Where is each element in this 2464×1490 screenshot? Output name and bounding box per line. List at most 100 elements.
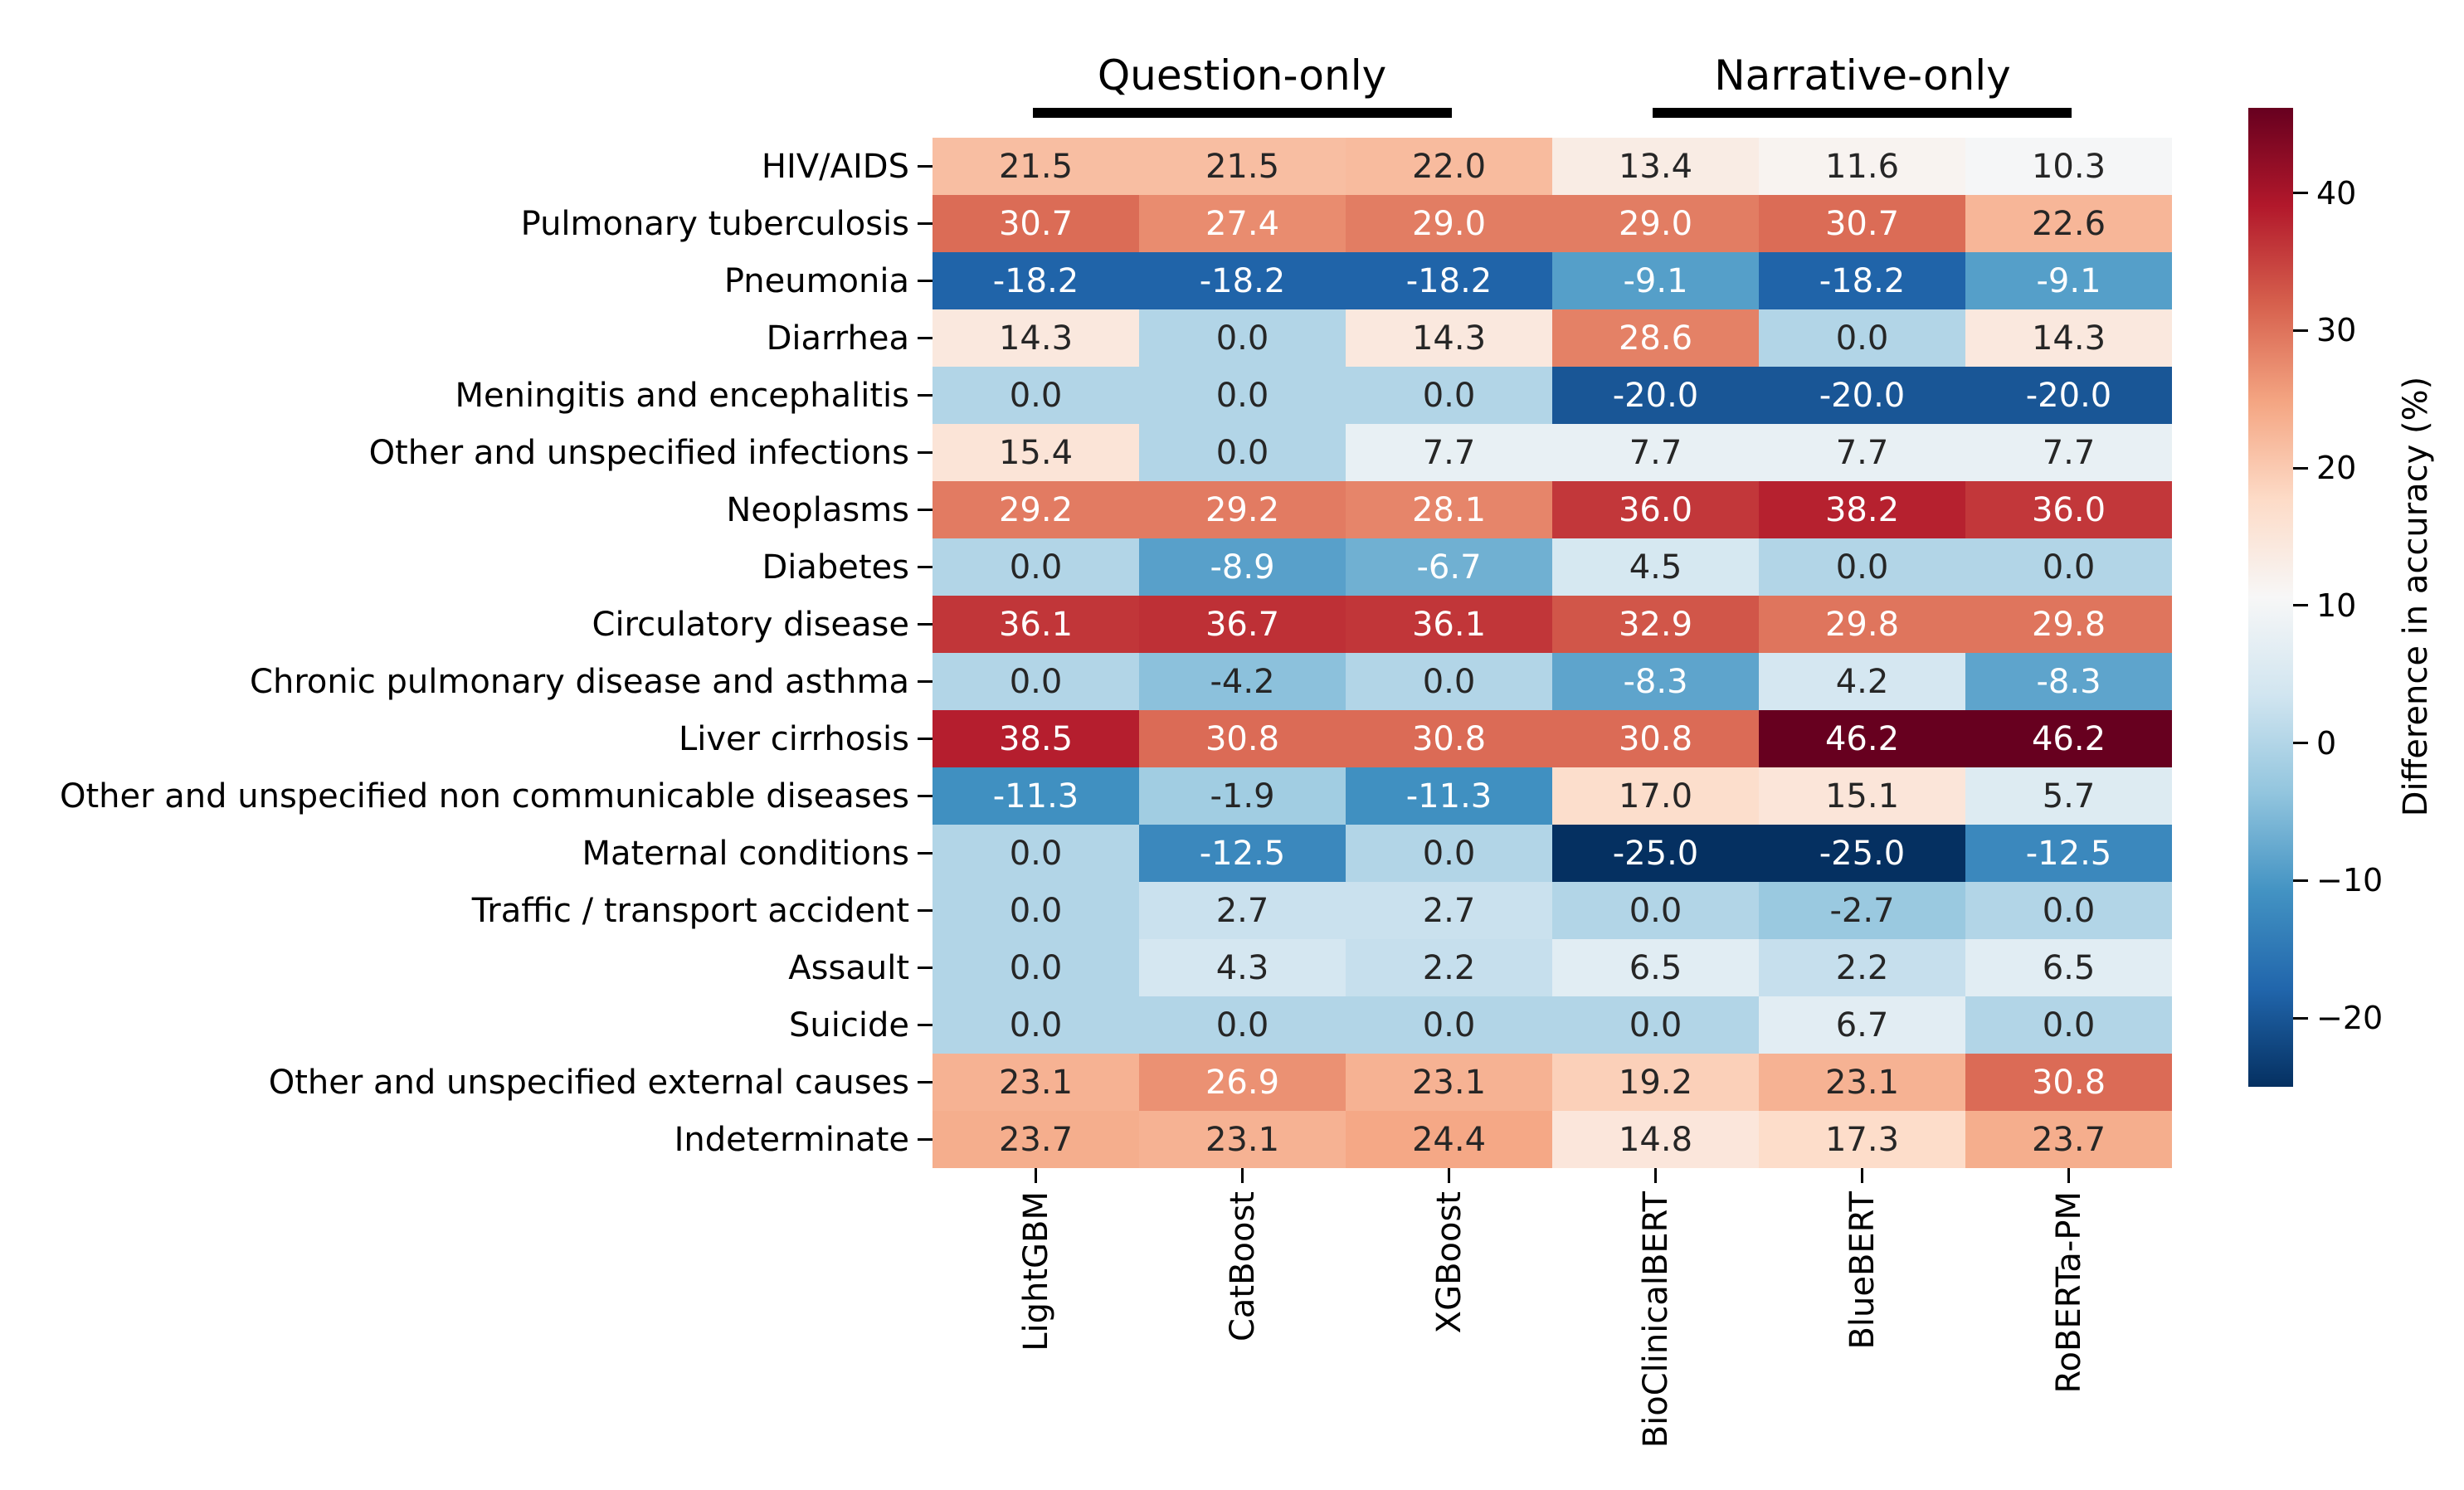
heatmap-cell: 36.7 xyxy=(1139,596,1346,653)
heatmap-cell: 46.2 xyxy=(1759,710,1965,767)
heatmap-cell: -1.9 xyxy=(1139,767,1346,825)
heatmap-cell: 38.2 xyxy=(1759,481,1965,538)
group-header-question-only: Question-only xyxy=(1097,51,1387,100)
heatmap-cell: -8.3 xyxy=(1552,653,1759,710)
heatmap-cell: -9.1 xyxy=(1965,252,2172,309)
row-tick-mark xyxy=(918,680,933,683)
heatmap-cell: 2.7 xyxy=(1346,882,1552,939)
colorbar-tick-mark xyxy=(2293,1016,2308,1020)
heatmap-cell: 32.9 xyxy=(1552,596,1759,653)
row-label: Neoplasms xyxy=(726,490,909,529)
heatmap-cell: -11.3 xyxy=(1346,767,1552,825)
colorbar-tick-label: 30 xyxy=(2316,312,2357,349)
heatmap-cell: -9.1 xyxy=(1552,252,1759,309)
colorbar-axis-label: Difference in accuracy (%) xyxy=(2397,376,2435,817)
heatmap-cell: -8.3 xyxy=(1965,653,2172,710)
row-tick-mark xyxy=(918,165,933,168)
heatmap-cell: 0.0 xyxy=(933,538,1139,596)
heatmap-cell: 13.4 xyxy=(1552,138,1759,195)
heatmap-cell: 30.7 xyxy=(1759,195,1965,252)
heatmap-cell: 14.3 xyxy=(933,309,1139,367)
row-label: Other and unspecified non communicable d… xyxy=(59,777,909,816)
heatmap-cell: 7.7 xyxy=(1965,424,2172,481)
column-tick-mark xyxy=(1654,1168,1657,1183)
column-tick-mark xyxy=(2067,1168,2070,1183)
column-label: BlueBERT xyxy=(1843,1191,1882,1350)
heatmap-cell: 4.3 xyxy=(1139,939,1346,996)
colorbar-tick-label: −20 xyxy=(2316,1000,2384,1037)
heatmap-cell: 0.0 xyxy=(1346,996,1552,1054)
heatmap-cell: -18.2 xyxy=(1346,252,1552,309)
heatmap-cell: 6.7 xyxy=(1759,996,1965,1054)
heatmap-cell: 14.3 xyxy=(1965,309,2172,367)
heatmap-cell: 11.6 xyxy=(1759,138,1965,195)
heatmap-cell: 0.0 xyxy=(1965,882,2172,939)
row-label: Circulatory disease xyxy=(592,605,909,644)
row-label: Pulmonary tuberculosis xyxy=(520,204,909,243)
heatmap-cell: 30.8 xyxy=(1965,1054,2172,1111)
heatmap-cell: 5.7 xyxy=(1965,767,2172,825)
heatmap-cell: 0.0 xyxy=(1759,309,1965,367)
row-tick-mark xyxy=(918,509,933,511)
row-label: Pneumonia xyxy=(723,261,909,300)
heatmap-cell: 29.2 xyxy=(933,481,1139,538)
heatmap-cell: 0.0 xyxy=(1139,309,1346,367)
heatmap-cell: 2.2 xyxy=(1759,939,1965,996)
heatmap-cell: 6.5 xyxy=(1965,939,2172,996)
row-tick-mark xyxy=(918,1138,933,1141)
column-label: XGBoost xyxy=(1429,1191,1468,1334)
heatmap-cell: -12.5 xyxy=(1139,825,1346,882)
heatmap-cell: 15.1 xyxy=(1759,767,1965,825)
row-tick-mark xyxy=(918,909,933,912)
row-label: Indeterminate xyxy=(674,1120,909,1159)
heatmap-cell: 6.5 xyxy=(1552,939,1759,996)
column-label: BioClinicalBERT xyxy=(1636,1191,1675,1449)
colorbar-tick-mark xyxy=(2293,466,2308,470)
column-tick-mark xyxy=(1861,1168,1863,1183)
row-tick-mark xyxy=(918,623,933,626)
heatmap-cell: -18.2 xyxy=(1759,252,1965,309)
group-underline-question-only xyxy=(1033,108,1452,118)
heatmap-cell: 22.6 xyxy=(1965,195,2172,252)
row-label: Suicide xyxy=(789,1006,909,1044)
heatmap-cell: 21.5 xyxy=(933,138,1139,195)
heatmap-cell: 7.7 xyxy=(1346,424,1552,481)
colorbar-tick-label: 0 xyxy=(2316,724,2337,762)
column-tick-mark xyxy=(1448,1168,1450,1183)
colorbar-tick-mark xyxy=(2293,192,2308,195)
heatmap-cell: -4.2 xyxy=(1139,653,1346,710)
heatmap-cell: 0.0 xyxy=(1139,424,1346,481)
colorbar-tick-label: 40 xyxy=(2316,174,2357,212)
row-label: Meningitis and encephalitis xyxy=(455,376,909,415)
row-tick-mark xyxy=(918,280,933,282)
heatmap-cell: 21.5 xyxy=(1139,138,1346,195)
heatmap-cell: 36.0 xyxy=(1965,481,2172,538)
group-underline-narrative-only xyxy=(1653,108,2072,118)
row-label: Other and unspecified external causes xyxy=(268,1063,909,1102)
colorbar-gradient xyxy=(2248,108,2293,1087)
heatmap-cell: 0.0 xyxy=(1346,825,1552,882)
heatmap-cell: 29.8 xyxy=(1965,596,2172,653)
row-label: Assault xyxy=(788,948,909,987)
heatmap-cell: 23.1 xyxy=(933,1054,1139,1111)
heatmap-cell: 38.5 xyxy=(933,710,1139,767)
group-header-narrative-only: Narrative-only xyxy=(1714,51,2011,100)
colorbar-tick-label: 10 xyxy=(2316,587,2357,624)
heatmap-cell: 10.3 xyxy=(1965,138,2172,195)
column-tick-mark xyxy=(1035,1168,1037,1183)
heatmap-cell: 28.6 xyxy=(1552,309,1759,367)
heatmap-cell: -25.0 xyxy=(1552,825,1759,882)
heatmap-cell: -18.2 xyxy=(933,252,1139,309)
row-label: Chronic pulmonary disease and asthma xyxy=(250,662,909,701)
heatmap-cell: -12.5 xyxy=(1965,825,2172,882)
row-tick-mark xyxy=(918,222,933,225)
row-tick-mark xyxy=(918,852,933,855)
heatmap-cell: 23.7 xyxy=(933,1111,1139,1168)
heatmap-cell: -20.0 xyxy=(1759,367,1965,424)
heatmap-cell: 15.4 xyxy=(933,424,1139,481)
column-tick-mark xyxy=(1241,1168,1244,1183)
heatmap-cell: 30.8 xyxy=(1346,710,1552,767)
heatmap-cell: 4.5 xyxy=(1552,538,1759,596)
colorbar-tick-label: −10 xyxy=(2316,862,2384,899)
row-tick-mark xyxy=(918,1024,933,1026)
